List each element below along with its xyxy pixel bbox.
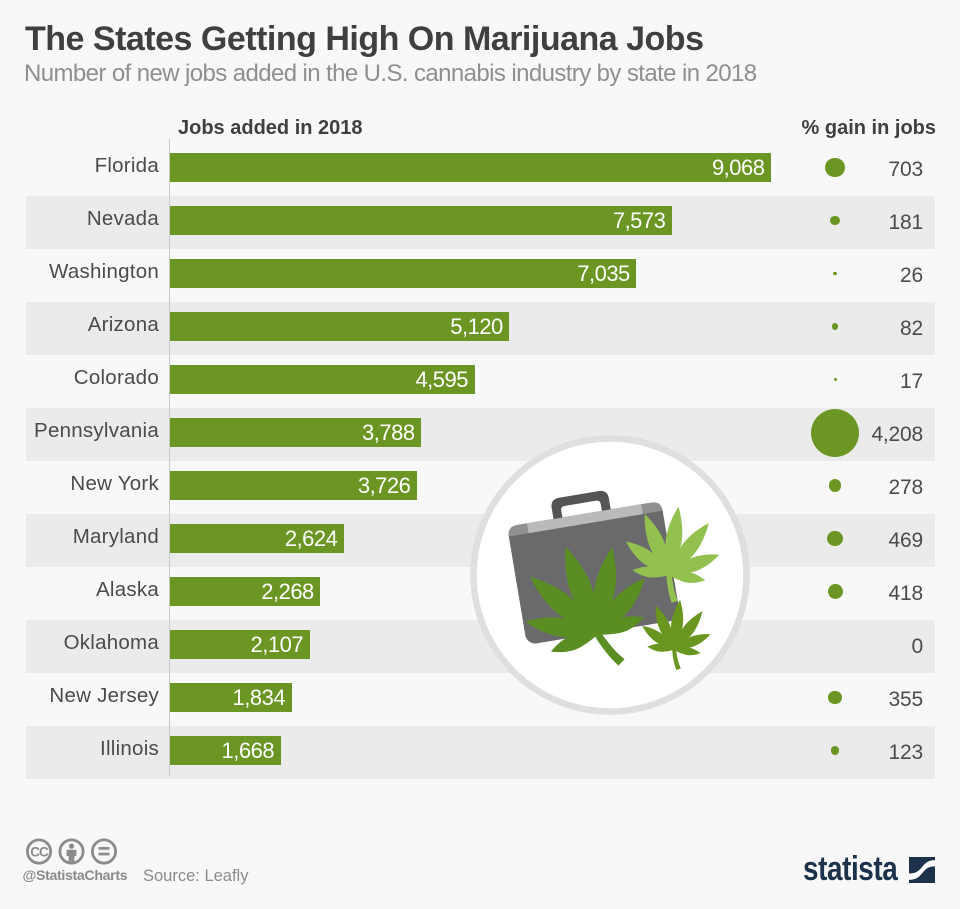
svg-text:CC: CC (30, 844, 49, 859)
